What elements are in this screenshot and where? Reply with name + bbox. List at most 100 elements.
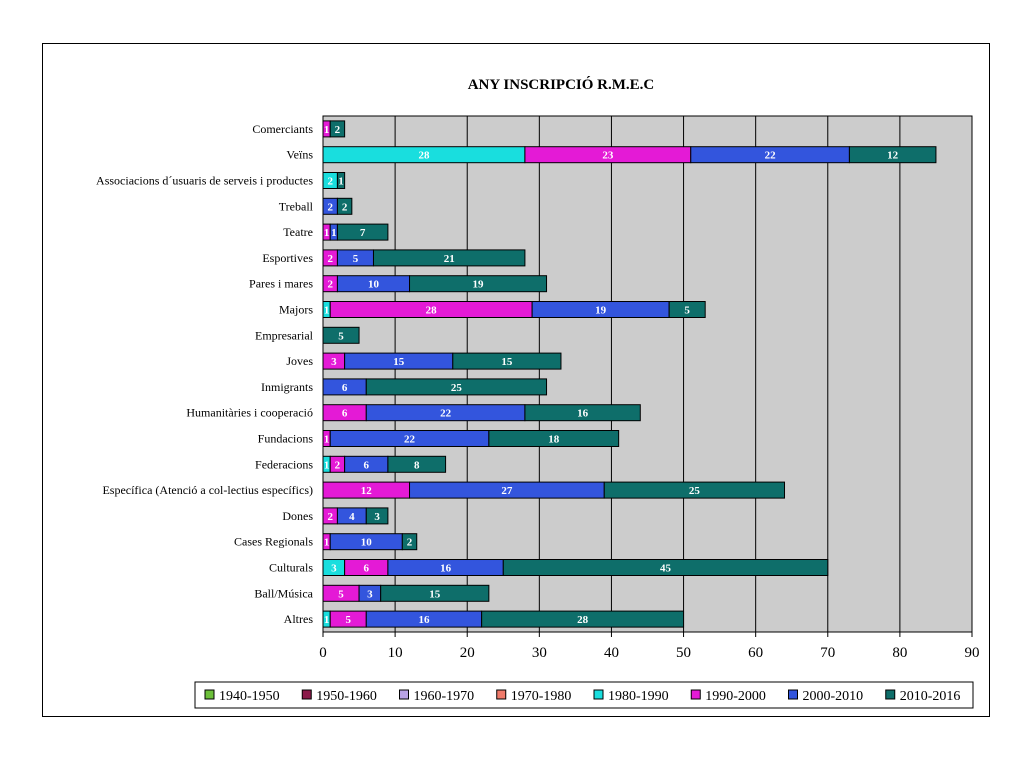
- data-label: 15: [501, 356, 512, 368]
- data-label: 45: [660, 563, 672, 575]
- legend-swatch: [885, 689, 896, 700]
- data-label: 3: [331, 356, 337, 368]
- category-label: Majors: [279, 303, 313, 317]
- category-label: Joves: [286, 354, 313, 368]
- bar-segment: [603, 481, 786, 499]
- data-label: 2: [327, 176, 333, 188]
- data-label: 1: [324, 305, 330, 317]
- data-label: 28: [426, 305, 438, 317]
- data-label: 19: [473, 279, 485, 291]
- bar-segment: [365, 507, 389, 525]
- data-label: 7: [360, 227, 366, 239]
- data-label: 2: [342, 201, 348, 213]
- legend-swatch: [593, 689, 604, 700]
- data-label: 16: [418, 614, 430, 626]
- bar-segment: [401, 533, 418, 551]
- legend-label: 1940-1950: [219, 689, 280, 704]
- category-label: Ball/Música: [254, 586, 313, 600]
- category-label: Cases Regionals: [234, 535, 313, 549]
- data-label: 23: [602, 150, 614, 162]
- bar-segment: [380, 584, 490, 602]
- data-label: 5: [338, 330, 344, 342]
- legend-swatch: [204, 689, 215, 700]
- legend: 1940-1950 1950-1960 1960-1970 1970-1980 1980…: [194, 681, 974, 709]
- data-label: 1: [338, 176, 344, 188]
- category-label: Esportives: [262, 251, 313, 265]
- data-label: 3: [374, 511, 380, 523]
- category-label: Federacions: [255, 457, 313, 471]
- bar-chart: ANY INSCRIPCIÓ R.M.E.C 1 228 23 22 122 12 21 1 7…: [96, 76, 980, 709]
- data-label: 10: [361, 537, 373, 549]
- category-label: Comerciants: [252, 122, 313, 136]
- data-label: 18: [548, 434, 560, 446]
- data-label: 8: [414, 459, 420, 471]
- x-tick-label: 50: [676, 645, 691, 661]
- bar-segment: [336, 197, 353, 215]
- x-tick-label: 70: [820, 645, 835, 661]
- legend-label: 1950-1960: [316, 689, 377, 704]
- category-label: Inmigrants: [261, 380, 313, 394]
- category-label: Associacions d´usuaris de serveis i prod…: [96, 174, 313, 188]
- x-tick-label: 90: [965, 645, 980, 661]
- legend-box: [194, 681, 974, 709]
- bar-segment: [409, 275, 548, 293]
- data-label: 16: [440, 563, 452, 575]
- bar-segment: [365, 378, 548, 396]
- legend-swatch: [690, 689, 701, 700]
- chart-title: ANY INSCRIPCIÓ R.M.E.C: [468, 76, 655, 93]
- data-label: 2: [327, 201, 333, 213]
- data-label: 1: [324, 537, 330, 549]
- data-label: 1: [324, 124, 330, 136]
- chart-frame: ANY INSCRIPCIÓ R.M.E.C 1 2 28 23 22 12 2 1 2 2 1 1 7…: [42, 43, 990, 717]
- data-label: 6: [342, 408, 348, 420]
- data-label: 3: [367, 588, 373, 600]
- data-label: 6: [364, 563, 370, 575]
- data-label: 12: [887, 150, 899, 162]
- data-label: 22: [404, 434, 416, 446]
- bar-segment: [336, 172, 346, 189]
- bar-segment: [668, 301, 706, 318]
- data-label: 2: [335, 459, 341, 471]
- data-label: 2: [407, 537, 413, 549]
- x-tick-label: 20: [460, 645, 475, 661]
- category-label: Veïns: [286, 148, 313, 162]
- bar-segment: [329, 120, 346, 138]
- data-label: 15: [429, 588, 441, 600]
- category-label: Altres: [284, 612, 314, 626]
- category-label: Teatre: [283, 225, 313, 239]
- x-tick-label: 10: [388, 645, 403, 661]
- x-tick-label: 40: [604, 645, 619, 661]
- legend-swatch: [301, 689, 312, 700]
- data-label: 28: [577, 614, 589, 626]
- data-label: 1: [324, 227, 330, 239]
- category-label: Humanitàries i cooperació: [186, 406, 313, 420]
- data-label: 21: [444, 253, 455, 265]
- bar-segment: [387, 455, 447, 473]
- legend-label: 2010-2016: [900, 689, 961, 704]
- x-tick-label: 0: [319, 645, 327, 661]
- data-label: 1: [324, 434, 330, 446]
- bar-segment: [481, 610, 685, 628]
- data-label: 3: [331, 563, 337, 575]
- legend-swatch: [399, 689, 409, 700]
- category-label: Treball: [279, 199, 314, 213]
- legend-swatch: [496, 689, 507, 700]
- data-label: 4: [349, 511, 355, 523]
- legend-swatch: [788, 689, 798, 700]
- data-label: 2: [327, 511, 333, 523]
- data-label: 16: [577, 408, 589, 420]
- legend-label: 1980-1990: [608, 689, 669, 704]
- legend-label: 1970-1980: [511, 689, 572, 704]
- x-tick-label: 60: [748, 645, 763, 661]
- bar-segment: [452, 352, 562, 370]
- data-label: 28: [418, 150, 430, 162]
- data-label: 6: [364, 459, 370, 471]
- data-label: 25: [689, 485, 701, 497]
- data-label: 2: [327, 253, 333, 265]
- x-tick-label: 80: [892, 645, 907, 661]
- data-label: 1: [324, 614, 330, 626]
- legend-label: 1990-2000: [705, 689, 766, 704]
- data-label: 5: [353, 253, 359, 265]
- category-label: Específica (Atenció a col-lectius especí…: [102, 483, 313, 497]
- data-label: 27: [501, 485, 512, 497]
